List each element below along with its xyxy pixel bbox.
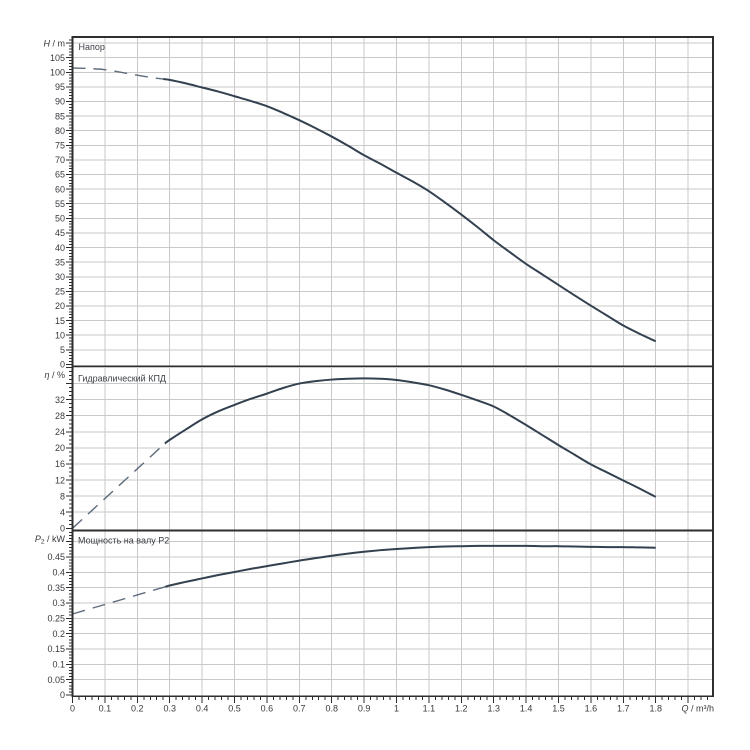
panel-title-efficiency: Гидравлический КПД: [78, 374, 166, 384]
x-tick-label: 1.7: [617, 704, 630, 714]
x-tick-label: 1.6: [585, 704, 598, 714]
panel-border: [71, 529, 714, 698]
y-tick-label: 90: [55, 97, 65, 107]
x-tick-label: 1.5: [552, 704, 565, 714]
y-tick-label: 100: [50, 68, 65, 78]
y-tick-label: 24: [55, 427, 65, 437]
y-tick-label: 8: [60, 491, 65, 501]
y-tick-label: 12: [55, 475, 65, 485]
x-tick-label: 1: [394, 704, 399, 714]
x-tick-label: 1.1: [423, 704, 436, 714]
y-tick-label: 32: [55, 395, 65, 405]
head-curve-dashed: [72, 67, 164, 80]
frame-layer: [71, 36, 714, 698]
y-tick-label: 0.1: [52, 660, 65, 670]
curves-layer: [72, 67, 657, 615]
y-tick-label: 0.35: [47, 583, 65, 593]
y-axis-title-power: P2 / kW: [35, 534, 66, 546]
panel-title-power: Мощность на валу P2: [78, 536, 169, 546]
x-tick-label: 0.8: [325, 704, 338, 714]
y-tick-label: 105: [50, 53, 65, 63]
efficiency-curve-dashed: [72, 442, 166, 529]
power-curve: [165, 544, 656, 588]
y-tick-label: 0.05: [47, 675, 65, 685]
x-tick-label: 0.1: [99, 704, 112, 714]
power-curve-dashed: [72, 586, 166, 615]
y-tick-label: 40: [55, 243, 65, 253]
y-tick-label: 10: [55, 330, 65, 340]
y-axis-title-efficiency: η / %: [44, 370, 65, 380]
y-tick-label: 25: [55, 287, 65, 297]
tick-labels-layer: 0510152025303540455055606570758085909510…: [47, 53, 661, 714]
y-tick-label: 60: [55, 184, 65, 194]
y-tick-label: 0.25: [47, 614, 65, 624]
panel-title-head: Напор: [79, 42, 105, 52]
y-tick-label: 35: [55, 257, 65, 267]
x-tick-label: 0: [70, 704, 75, 714]
efficiency-curve: [164, 377, 657, 498]
y-tick-label: 15: [55, 316, 65, 326]
y-tick-label: 16: [55, 459, 65, 469]
y-tick-label: 0: [60, 690, 65, 700]
y-axis-title-head: H / m: [44, 39, 66, 49]
ticks-layer: [66, 39, 709, 703]
y-tick-label: 4: [60, 507, 65, 517]
x-tick-label: 0.4: [196, 704, 209, 714]
titles-layer: Напор Гидравлический КПД Мощность на вал…: [35, 39, 714, 714]
y-tick-label: 65: [55, 170, 65, 180]
y-tick-label: 70: [55, 155, 65, 165]
y-tick-label: 20: [55, 443, 65, 453]
y-tick-label: 50: [55, 214, 65, 224]
x-tick-label: 1.8: [649, 704, 662, 714]
y-tick-label: 28: [55, 411, 65, 421]
x-axis-title: Q / m³/h: [681, 704, 714, 714]
x-tick-label: 1.3: [487, 704, 500, 714]
head-curve: [163, 78, 657, 343]
y-tick-label: 0.3: [52, 598, 65, 608]
y-tick-label: 80: [55, 126, 65, 136]
x-tick-label: 1.2: [455, 704, 468, 714]
y-tick-label: 5: [60, 345, 65, 355]
x-tick-label: 0.9: [358, 704, 371, 714]
x-tick-label: 0.7: [293, 704, 306, 714]
y-tick-label: 0.15: [47, 644, 65, 654]
y-tick-label: 55: [55, 199, 65, 209]
y-tick-label: 20: [55, 301, 65, 311]
x-tick-label: 0.3: [163, 704, 176, 714]
x-tick-label: 0.5: [228, 704, 241, 714]
y-tick-label: 0.2: [52, 629, 65, 639]
y-tick-label: 30: [55, 272, 65, 282]
y-tick-label: 45: [55, 228, 65, 238]
x-tick-label: 1.4: [520, 704, 533, 714]
y-tick-label: 85: [55, 111, 65, 121]
y-tick-label: 95: [55, 82, 65, 92]
y-tick-label: 0: [60, 360, 65, 370]
x-tick-label: 0.2: [131, 704, 144, 714]
x-tick-label: 0.6: [261, 704, 274, 714]
y-tick-label: 0: [60, 524, 65, 534]
y-tick-label: 0.45: [47, 552, 65, 562]
y-tick-label: 75: [55, 141, 65, 151]
panel-border: [71, 36, 714, 368]
y-tick-label: 0.4: [52, 567, 65, 577]
